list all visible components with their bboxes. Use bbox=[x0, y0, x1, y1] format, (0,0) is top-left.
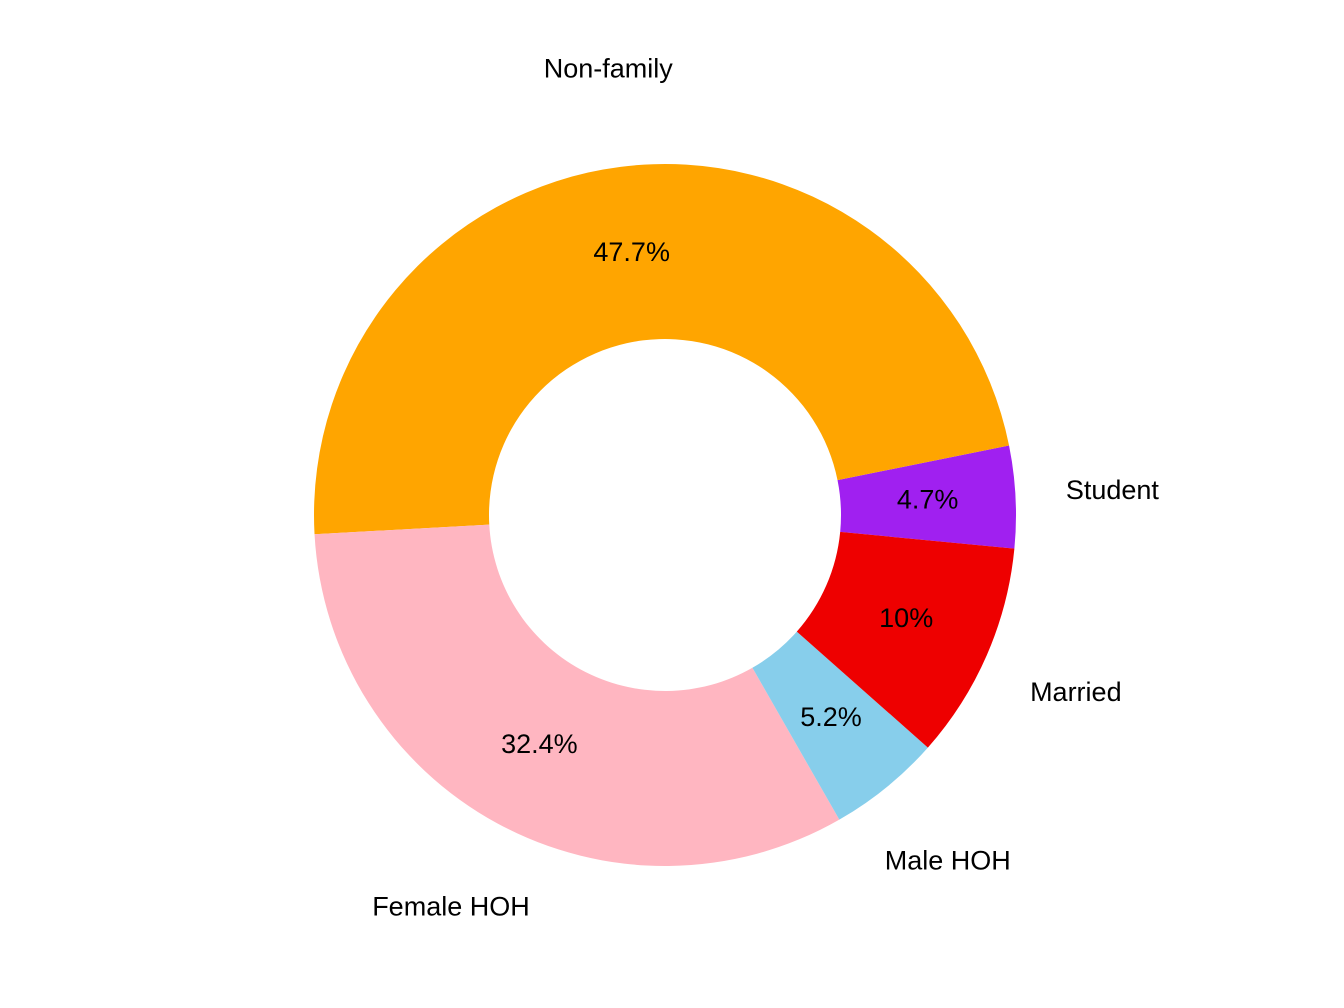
value-label-married: 10% bbox=[879, 603, 933, 633]
value-label-male-hoh: 5.2% bbox=[800, 702, 862, 732]
category-label-student: Student bbox=[1066, 475, 1160, 505]
category-label-married: Married bbox=[1030, 677, 1122, 707]
slice-married bbox=[796, 531, 1015, 748]
value-label-non-family: 47.7% bbox=[593, 237, 670, 267]
category-label-female-hoh: Female HOH bbox=[372, 892, 530, 922]
slice-male-hoh bbox=[752, 631, 928, 820]
slice-non-family bbox=[314, 164, 1010, 535]
value-label-female-hoh: 32.4% bbox=[501, 729, 578, 759]
category-label-non-family: Non-family bbox=[544, 54, 674, 84]
slice-female-hoh bbox=[314, 524, 840, 866]
slice-student bbox=[837, 445, 1017, 549]
category-label-male-hoh: Male HOH bbox=[885, 846, 1011, 876]
value-label-student: 4.7% bbox=[897, 485, 959, 515]
